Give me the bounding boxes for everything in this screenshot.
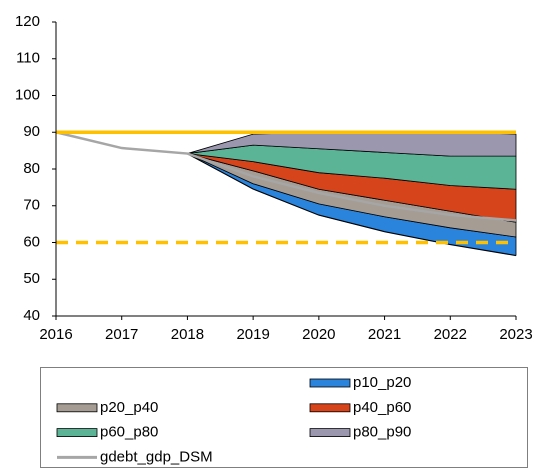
y-tick-label: 60 [23, 233, 40, 250]
legend-swatch [309, 403, 351, 413]
legend-label: p20_p40 [100, 399, 158, 416]
x-tick-label: 2022 [434, 326, 467, 343]
y-tick-label: 120 [15, 13, 40, 30]
y-tick-label: 90 [23, 123, 40, 140]
y-tick-label: 80 [23, 160, 40, 177]
line [55, 131, 517, 222]
legend-label: p40_p60 [353, 399, 411, 416]
legend-swatch [56, 428, 98, 438]
x-tick-label: 2021 [368, 326, 401, 343]
legend-label: p10_p20 [353, 374, 411, 391]
area-band [55, 131, 517, 157]
legend-swatch [309, 428, 351, 438]
y-tick-label: 50 [23, 270, 40, 287]
legend-swatch [56, 403, 98, 413]
x-tick-label: 2019 [236, 326, 269, 343]
legend-label: p60_p80 [100, 424, 158, 441]
legend-swatch [309, 378, 351, 388]
x-tick-label: 2020 [302, 326, 335, 343]
x-tick-label: 2016 [39, 326, 72, 343]
y-tick-label: 110 [16, 50, 40, 67]
legend-label: gdebt_gdp_DSM [100, 448, 213, 465]
y-tick-label: 100 [15, 86, 40, 103]
x-tick-label: 2017 [105, 326, 138, 343]
y-tick-label: 70 [23, 197, 40, 214]
legend-label: p80_p90 [353, 424, 411, 441]
x-tick-label: 2023 [499, 326, 532, 343]
y-tick-label: 40 [23, 307, 40, 324]
legend-box [40, 367, 528, 468]
x-tick-label: 2018 [171, 326, 204, 343]
